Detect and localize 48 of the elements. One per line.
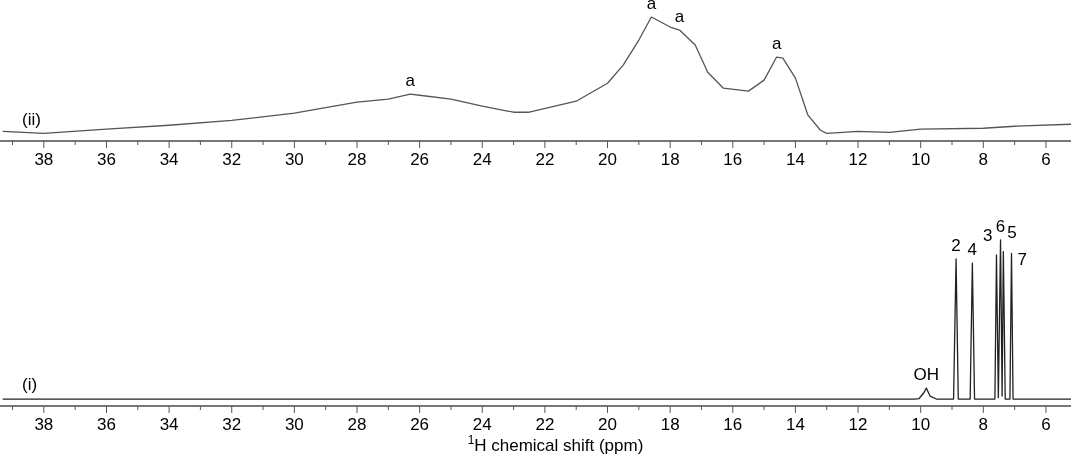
x-tick-label: 10 — [911, 415, 931, 434]
x-tick-label: 28 — [347, 415, 367, 434]
x-tick-label: 28 — [347, 150, 367, 169]
x-tick-label: 14 — [785, 150, 805, 169]
x-tick-label: 22 — [535, 150, 555, 169]
x-tick-label: 32 — [222, 415, 242, 434]
annotation: 2 — [951, 235, 961, 255]
x-tick-label: 30 — [284, 150, 304, 169]
x-tick-label: 34 — [159, 415, 179, 434]
x-tick-label: 20 — [598, 415, 617, 434]
annotation: OH — [913, 365, 940, 385]
x-tick-label: 24 — [472, 415, 492, 434]
x-tick-label: 12 — [848, 150, 868, 169]
x-tick-label: 6 — [1041, 415, 1051, 434]
x-tick-label: 36 — [97, 415, 116, 434]
x-tick-label: 8 — [978, 415, 989, 434]
annotation: a — [771, 34, 782, 54]
x-tick-label: 16 — [723, 415, 743, 434]
annotation: a — [646, 0, 657, 13]
x-tick-label: 14 — [785, 415, 805, 434]
x-tick-label: 22 — [535, 415, 555, 434]
annotation: a — [674, 7, 685, 27]
x-tick-label: 26 — [410, 150, 430, 169]
x-tick-label: 30 — [284, 415, 304, 434]
text: (i) — [22, 375, 38, 394]
x-tick-label: 12 — [848, 415, 868, 434]
x-tick-label: 20 — [598, 150, 617, 169]
annotation: 3 — [983, 225, 993, 245]
x-tick-label: 16 — [723, 150, 743, 169]
x-tick-label: 18 — [660, 150, 680, 169]
annotation: a — [405, 71, 416, 91]
x-tick-label: 6 — [1041, 150, 1051, 169]
annotation: 5 — [1007, 222, 1017, 242]
x-tick-label: 24 — [472, 150, 492, 169]
x-axis-title: $^{1}$H chemical shift (ppm) — [467, 433, 644, 455]
x-tick-label: 8 — [978, 150, 989, 169]
annotation: 7 — [1017, 250, 1027, 270]
x-tick-label: 36 — [97, 150, 116, 169]
x-tick-label: 32 — [222, 150, 242, 169]
annotation: 6 — [995, 217, 1006, 236]
x-tick-label: 38 — [34, 415, 54, 434]
text: (ii) — [22, 110, 41, 129]
x-tick-label: 26 — [410, 415, 430, 434]
x-tick-label: 34 — [159, 150, 179, 169]
x-tick-label: 18 — [660, 415, 680, 434]
annotation: 4 — [967, 240, 978, 260]
x-tick-label: 10 — [911, 150, 931, 169]
x-tick-label: 38 — [34, 150, 54, 169]
